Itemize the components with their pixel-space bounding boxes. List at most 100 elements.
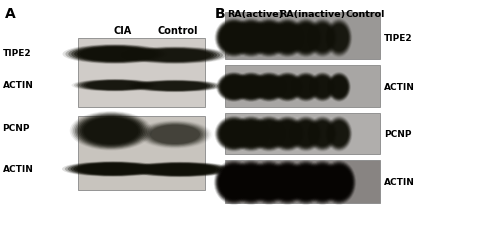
- Ellipse shape: [141, 164, 219, 175]
- Ellipse shape: [330, 76, 347, 98]
- Ellipse shape: [310, 22, 334, 54]
- Ellipse shape: [134, 80, 216, 91]
- Ellipse shape: [124, 47, 226, 64]
- Ellipse shape: [86, 81, 144, 90]
- Text: CIA: CIA: [114, 26, 132, 36]
- Ellipse shape: [271, 117, 304, 150]
- Ellipse shape: [220, 75, 248, 98]
- Ellipse shape: [271, 72, 304, 102]
- Ellipse shape: [290, 19, 322, 57]
- Ellipse shape: [220, 75, 248, 99]
- Ellipse shape: [216, 19, 252, 57]
- Ellipse shape: [77, 47, 153, 61]
- Ellipse shape: [218, 22, 250, 54]
- Ellipse shape: [307, 163, 338, 202]
- Ellipse shape: [328, 74, 349, 100]
- Ellipse shape: [272, 164, 304, 200]
- Bar: [225, 113, 380, 154]
- Ellipse shape: [232, 19, 270, 57]
- Ellipse shape: [296, 77, 316, 97]
- Ellipse shape: [306, 161, 340, 204]
- Ellipse shape: [310, 119, 334, 148]
- Ellipse shape: [287, 160, 325, 205]
- Ellipse shape: [237, 24, 265, 52]
- Text: TIPE2: TIPE2: [384, 34, 412, 43]
- Ellipse shape: [292, 119, 320, 148]
- Ellipse shape: [221, 76, 247, 98]
- Ellipse shape: [257, 77, 281, 97]
- Ellipse shape: [220, 121, 248, 147]
- Ellipse shape: [328, 120, 349, 147]
- Ellipse shape: [328, 72, 350, 101]
- Ellipse shape: [237, 121, 265, 147]
- Ellipse shape: [232, 18, 270, 58]
- Ellipse shape: [253, 164, 285, 200]
- Ellipse shape: [252, 162, 286, 203]
- Ellipse shape: [272, 165, 302, 199]
- Ellipse shape: [304, 160, 340, 205]
- Ellipse shape: [235, 119, 267, 148]
- Ellipse shape: [252, 20, 286, 56]
- Ellipse shape: [253, 22, 285, 54]
- Ellipse shape: [254, 75, 284, 99]
- Ellipse shape: [270, 18, 306, 58]
- Ellipse shape: [276, 76, 299, 98]
- Ellipse shape: [256, 122, 281, 146]
- Ellipse shape: [269, 161, 306, 204]
- Ellipse shape: [126, 79, 224, 92]
- Ellipse shape: [308, 164, 337, 200]
- Ellipse shape: [218, 164, 250, 200]
- Ellipse shape: [310, 167, 336, 198]
- Ellipse shape: [76, 163, 150, 175]
- Ellipse shape: [218, 21, 250, 55]
- Ellipse shape: [327, 117, 351, 150]
- Ellipse shape: [253, 118, 285, 149]
- Ellipse shape: [238, 24, 264, 51]
- Ellipse shape: [218, 118, 250, 149]
- Ellipse shape: [294, 121, 318, 147]
- Ellipse shape: [232, 116, 270, 152]
- Ellipse shape: [330, 24, 348, 51]
- Ellipse shape: [144, 122, 206, 146]
- Ellipse shape: [236, 75, 266, 99]
- Bar: [78, 38, 205, 107]
- Ellipse shape: [311, 23, 334, 53]
- Ellipse shape: [256, 121, 282, 147]
- Ellipse shape: [294, 75, 318, 99]
- Text: ACTIN: ACTIN: [2, 81, 34, 90]
- Bar: [78, 116, 205, 190]
- Ellipse shape: [325, 164, 353, 200]
- Ellipse shape: [328, 21, 350, 55]
- Ellipse shape: [294, 168, 318, 197]
- Ellipse shape: [74, 163, 152, 175]
- Ellipse shape: [256, 168, 282, 197]
- Ellipse shape: [276, 24, 299, 51]
- Ellipse shape: [79, 164, 147, 174]
- Ellipse shape: [294, 24, 318, 52]
- Ellipse shape: [291, 117, 321, 150]
- Ellipse shape: [295, 122, 317, 146]
- Text: RA(active): RA(active): [227, 10, 283, 19]
- Ellipse shape: [309, 117, 336, 150]
- Ellipse shape: [254, 23, 284, 53]
- Ellipse shape: [312, 24, 333, 52]
- Text: Control: Control: [157, 26, 198, 36]
- Ellipse shape: [234, 20, 268, 56]
- Ellipse shape: [292, 21, 320, 55]
- Ellipse shape: [238, 75, 264, 98]
- Ellipse shape: [217, 72, 251, 101]
- Ellipse shape: [234, 163, 268, 202]
- Ellipse shape: [222, 77, 246, 97]
- Ellipse shape: [129, 162, 231, 177]
- Ellipse shape: [310, 21, 336, 55]
- Ellipse shape: [322, 160, 356, 205]
- Ellipse shape: [238, 76, 264, 98]
- Ellipse shape: [140, 121, 209, 148]
- Ellipse shape: [234, 118, 268, 149]
- Ellipse shape: [308, 18, 338, 58]
- Ellipse shape: [68, 162, 158, 176]
- Ellipse shape: [236, 165, 266, 199]
- Ellipse shape: [132, 162, 228, 176]
- Text: ACTIN: ACTIN: [384, 178, 415, 187]
- Ellipse shape: [220, 24, 248, 52]
